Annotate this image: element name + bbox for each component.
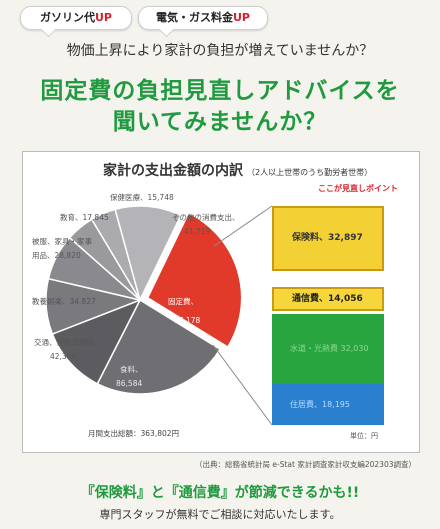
source-note: （出典：総務省統計局 e-Stat 家計調査家計収支編202303調査） — [195, 460, 416, 469]
gas-label: ガソリン代 — [40, 11, 95, 24]
label-clothes-2: 用品、28,820 — [32, 251, 81, 260]
label-fixed-2: 97,178 — [174, 316, 200, 325]
review-point-label: ここが見直しポイント — [318, 184, 398, 193]
label-traffic-1: 交通、自動車関係、 — [34, 337, 102, 347]
savings-callout: 『保険料』と『通信費』が節減できるかも!! — [80, 485, 360, 501]
utility-label: 電気・ガス料金 — [156, 11, 233, 24]
headline-line-2: 聞いてみませんか？ — [112, 109, 328, 135]
pie-slice-0 — [146, 212, 243, 349]
label-other-1: その他の消費支出、 — [172, 212, 240, 222]
connector-bottom — [212, 344, 273, 426]
label-health: 保健医療、15,748 — [110, 192, 174, 202]
label-hobby: 教養娯楽、34,827 — [32, 296, 96, 306]
page-headline: 固定費の負担見直しアドバイスを 聞いてみませんか？ — [0, 76, 440, 138]
pie-slice-1 — [96, 298, 222, 395]
label-clothes-1: 被服、家具・家事 — [32, 236, 92, 246]
chart-title: 家計の支出金額の内訳 （2人以上世帯のうち勤労者世帯） — [103, 163, 373, 179]
label-other-2: 41,719 — [184, 227, 210, 236]
consultation-note: 専門スタッフが無料でご相談に対応いたします。 — [99, 508, 341, 521]
pie-slice-2 — [51, 298, 142, 385]
unit-label: 単位：円 — [350, 432, 378, 440]
chart-subtitle: （2人以上世帯のうち勤労者世帯） — [247, 168, 373, 177]
label-education: 教育、17,845 — [60, 212, 109, 222]
headline-line-1: 固定費の負担見直しアドバイスを — [40, 78, 400, 104]
breakdown-telecom: 通信費、14,056 — [272, 287, 384, 311]
utility-up: UP — [233, 11, 250, 24]
total-spending: 月間支出総額：363,802円 — [88, 429, 180, 438]
pie-slice-7 — [114, 205, 182, 303]
breakdown-utilities: 水道・光熱費 32,030 — [272, 314, 384, 384]
connector-top — [213, 205, 273, 247]
gasoline-up-bubble: ガソリン代UP — [20, 6, 132, 30]
breakdown-housing: 住居費、18,195 — [272, 384, 384, 425]
breakdown-insurance: 保険料、32,897 — [272, 206, 384, 271]
label-food-2: 86,584 — [116, 379, 142, 388]
page-subtitle: 物価上昇により家計の負担が増えていませんか？ — [66, 43, 374, 59]
label-food-1: 食料、 — [120, 364, 143, 374]
gas-up: UP — [95, 11, 112, 24]
label-fixed-1: 固定費、 — [168, 296, 198, 306]
label-traffic-2: 42,396 — [50, 352, 76, 361]
utility-up-bubble: 電気・ガス料金UP — [138, 6, 268, 30]
